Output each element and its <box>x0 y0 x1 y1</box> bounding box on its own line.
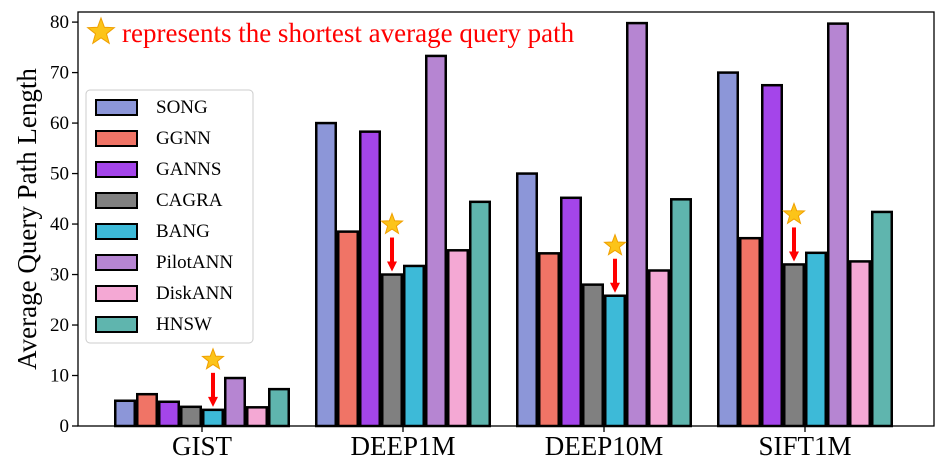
bar-diskann-deep10m <box>648 269 670 428</box>
legend-swatch-ganns <box>95 161 138 178</box>
legend-label-song: SONG <box>156 97 208 118</box>
legend-swatch-cagra <box>95 192 138 209</box>
star-icon <box>603 233 627 256</box>
legend-label-bang: BANG <box>156 221 210 242</box>
star-icon <box>86 16 116 45</box>
y-tick-label: 80 <box>50 12 69 33</box>
bar-ggnn-deep1m <box>337 230 359 428</box>
bar-diskann-sift1m <box>849 260 871 428</box>
y-tick-label: 50 <box>50 164 69 185</box>
bar-ganns-deep1m <box>359 130 381 428</box>
bar-pilotann-deep1m <box>425 54 447 428</box>
legend-swatch-song <box>95 99 138 116</box>
legend-label-ganns: GANNS <box>156 159 221 180</box>
bar-song-gist <box>114 399 136 428</box>
annotation-text: represents the shortest average query pa… <box>122 18 575 48</box>
bar-song-deep10m <box>516 172 538 428</box>
bar-song-deep1m <box>315 121 337 428</box>
marker-arrow-head <box>789 251 799 262</box>
legend-label-ggnn: GGNN <box>156 128 211 149</box>
bar-ggnn-deep10m <box>538 252 560 428</box>
bar-cagra-deep10m <box>582 283 604 428</box>
bar-ganns-deep10m <box>560 196 582 428</box>
bar-ggnn-sift1m <box>739 236 761 428</box>
y-tick-label: 40 <box>50 214 69 235</box>
bar-pilotann-sift1m <box>827 22 849 428</box>
bar-ganns-gist <box>158 400 180 428</box>
legend-swatch-hnsw <box>95 316 138 333</box>
legend-label-cagra: CAGRA <box>156 190 223 211</box>
y-tick-label: 30 <box>50 265 69 286</box>
plot-frame <box>77 11 935 427</box>
bar-pilotann-gist <box>224 376 246 428</box>
shortest-path-markers <box>201 201 806 407</box>
legend-swatch-diskann <box>95 285 138 302</box>
legend-label-diskann: DiskANN <box>156 283 233 304</box>
star-icon <box>782 201 806 225</box>
bar-bang-sift1m <box>805 251 827 428</box>
bar-bang-deep10m <box>604 294 626 428</box>
y-tick-label: 60 <box>50 113 69 134</box>
marker-arrow-head <box>208 396 218 407</box>
bar-pilotann-deep10m <box>626 21 648 428</box>
x-tick-label: SIFT1M <box>758 431 851 461</box>
bar-diskann-deep1m <box>447 249 469 428</box>
bar-hnsw-deep1m <box>469 200 491 428</box>
y-tick-label: 0 <box>60 416 70 437</box>
bar-hnsw-deep10m <box>670 198 692 428</box>
bar-bang-deep1m <box>403 264 425 428</box>
bar-song-sift1m <box>717 71 739 428</box>
legend-swatch-pilotann <box>95 254 138 271</box>
legend-label-pilotann: PilotANN <box>156 252 233 273</box>
bar-ganns-sift1m <box>761 83 783 428</box>
y-tick-label: 70 <box>50 63 69 84</box>
bar-cagra-deep1m <box>381 273 403 428</box>
legend: SONG GGNN GANNS CAGRA BANG PilotANN DiskANN HNS… <box>85 89 254 344</box>
legend-label-hnsw: HNSW <box>156 314 212 335</box>
marker-arrow-head <box>610 282 620 293</box>
bar-ggnn-gist <box>136 392 158 428</box>
star-icon <box>380 212 404 235</box>
y-axis: 0 10 20 30 40 50 60 70 80 <box>50 12 78 437</box>
x-tick-label: DEEP1M <box>350 431 455 461</box>
y-axis-label: Average Query Path Length <box>12 68 42 370</box>
legend-box <box>85 89 254 344</box>
legend-swatch-bang <box>95 223 138 240</box>
star-icon <box>201 347 225 370</box>
y-tick-label: 20 <box>50 315 69 336</box>
x-axis: GIST DEEP1M DEEP10M SIFT1M <box>172 426 852 461</box>
bar-hnsw-gist <box>268 387 290 428</box>
bar-diskann-gist <box>246 406 268 428</box>
marker-arrow-head <box>387 261 397 272</box>
x-tick-label: GIST <box>172 431 233 461</box>
y-tick-label: 10 <box>50 366 69 387</box>
bar-hnsw-sift1m <box>871 210 893 428</box>
bar-bang-gist <box>202 408 224 428</box>
bar-cagra-sift1m <box>783 263 805 428</box>
x-tick-label: DEEP10M <box>545 431 664 461</box>
annotation: represents the shortest average query pa… <box>86 16 575 48</box>
bars-layer <box>114 21 893 428</box>
legend-swatch-ggnn <box>95 130 138 147</box>
bar-cagra-gist <box>180 405 202 428</box>
